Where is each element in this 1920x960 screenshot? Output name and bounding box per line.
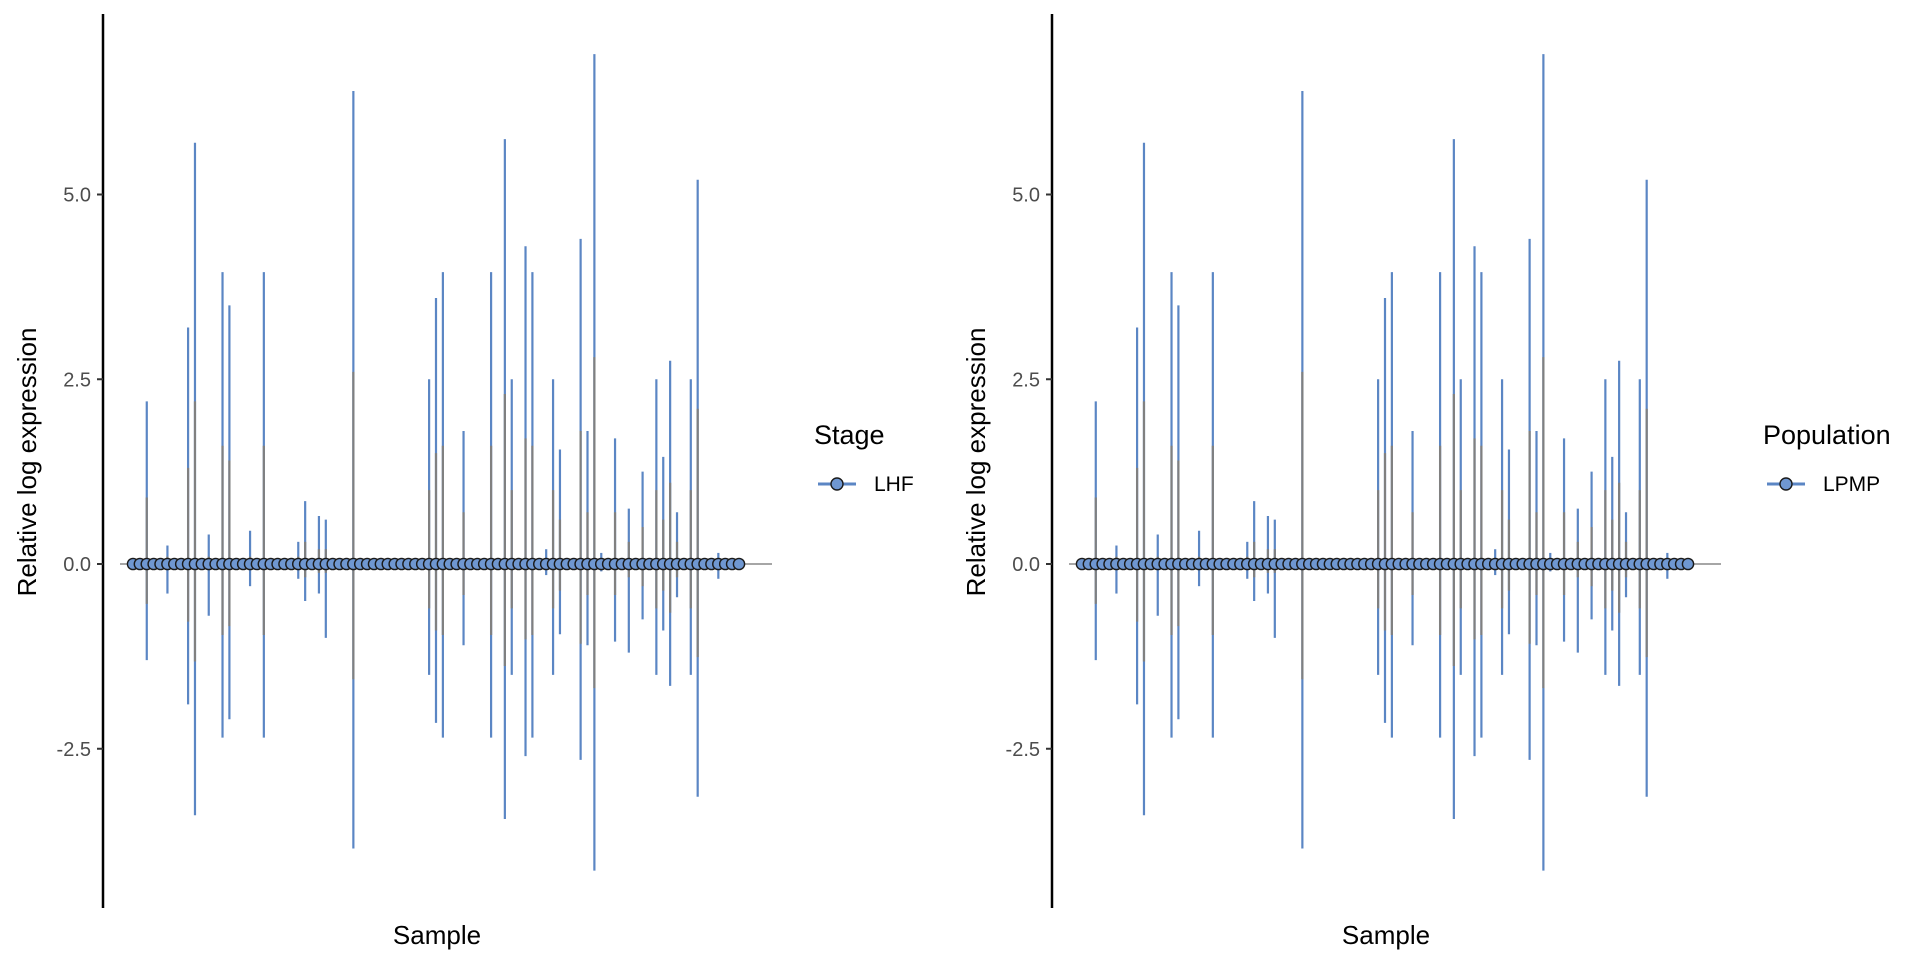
y-tick-label: 5.0 bbox=[63, 185, 91, 207]
legend-title: Stage bbox=[814, 420, 885, 450]
sample-median-point bbox=[1681, 557, 1695, 571]
legend: Population LPMP bbox=[1763, 420, 1891, 496]
population-panel: -2.5 0.0 2.5 5.0 Relative log expression Sa… bbox=[961, 14, 1891, 950]
legend-entry-label: LPMP bbox=[1823, 473, 1880, 496]
y-ticks: -2.5 0.0 2.5 5.0 bbox=[57, 185, 103, 761]
y-tick-label: 5.0 bbox=[1012, 185, 1040, 207]
y-tick-label: 2.5 bbox=[63, 369, 91, 391]
y-ticks: -2.5 0.0 2.5 5.0 bbox=[1006, 185, 1052, 761]
legend-entry-label: LHF bbox=[874, 473, 914, 496]
sample-marks bbox=[1075, 54, 1695, 871]
legend-key-point bbox=[830, 477, 844, 491]
legend-key-point bbox=[1779, 477, 1793, 491]
sample-median-point bbox=[732, 557, 746, 571]
stage-panel: -2.5 0.0 2.5 5.0 Relative log expression Sa… bbox=[12, 14, 914, 950]
y-axis-title: Relative log expression bbox=[12, 328, 42, 597]
x-axis-title: Sample bbox=[393, 920, 481, 950]
y-axis-title: Relative log expression bbox=[961, 328, 991, 597]
y-tick-label: 0.0 bbox=[63, 554, 91, 576]
y-tick-label: 0.0 bbox=[1012, 554, 1040, 576]
y-tick-label: 2.5 bbox=[1012, 369, 1040, 391]
legend-title: Population bbox=[1763, 420, 1891, 450]
sample-marks bbox=[126, 54, 746, 871]
y-tick-label: -2.5 bbox=[57, 739, 91, 761]
legend: Stage LHF bbox=[814, 420, 914, 496]
y-tick-label: -2.5 bbox=[1006, 739, 1040, 761]
x-axis-title: Sample bbox=[1342, 920, 1430, 950]
